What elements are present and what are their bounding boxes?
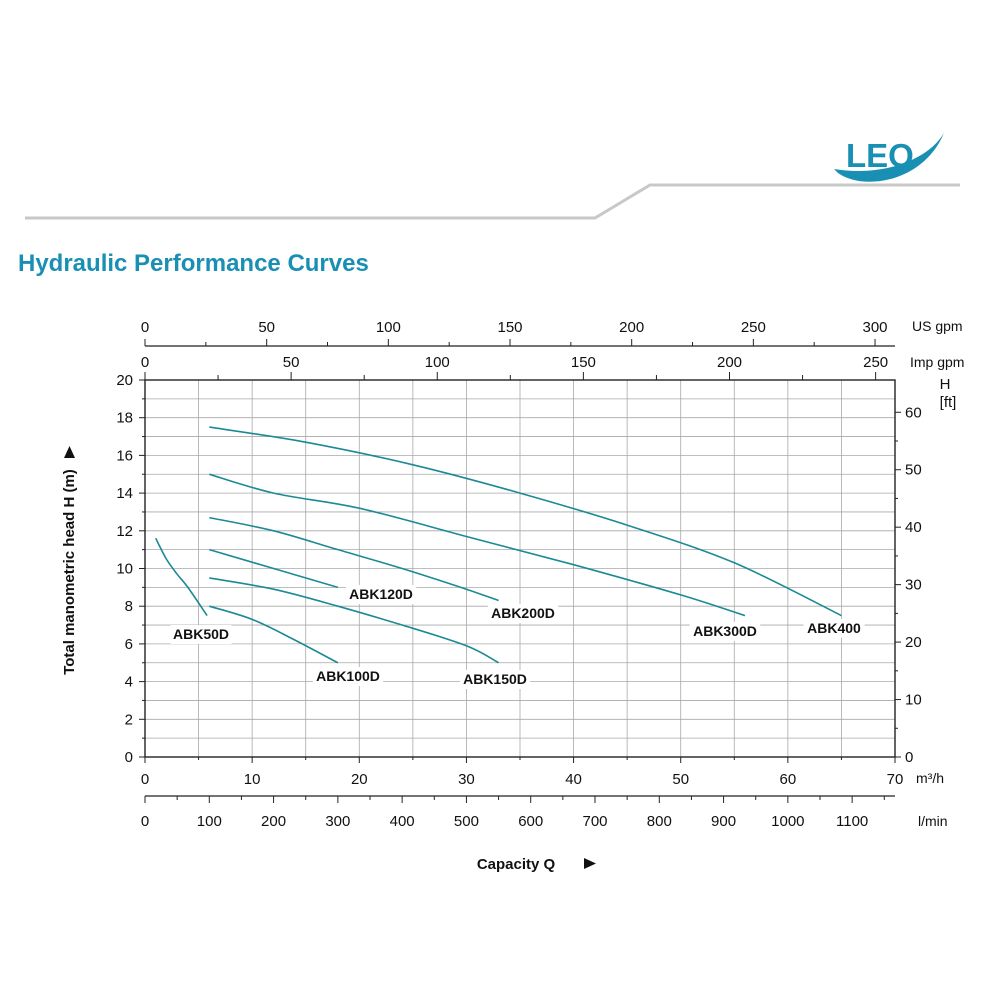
y-tick-label: 4 <box>125 674 133 691</box>
x-impgpm-tick-label: 0 <box>141 354 149 371</box>
x-impgpm-tick-label: 150 <box>571 354 596 371</box>
y-ft-tick-label: 10 <box>905 692 922 709</box>
x-impgpm-tick-label: 50 <box>283 354 300 371</box>
header-decorative-line <box>25 183 960 220</box>
x-lmin-tick-label: 500 <box>454 813 479 830</box>
x-tick-label: 20 <box>351 771 368 788</box>
x-unit-usgpm: US gpm <box>912 318 963 334</box>
y-tick-label: 12 <box>116 523 133 540</box>
x-lmin-tick-label: 400 <box>390 813 415 830</box>
page-title: Hydraulic Performance Curves <box>18 250 369 277</box>
y-ft-unit-ft: [ft] <box>940 394 957 411</box>
x-tick-label: 30 <box>458 771 475 788</box>
x-usgpm-tick-label: 200 <box>619 319 644 336</box>
x-tick-label: 70 <box>887 771 904 788</box>
y-ft-tick-label: 50 <box>905 462 922 479</box>
y-tick-label: 14 <box>116 485 133 502</box>
x-lmin-tick-label: 900 <box>711 813 736 830</box>
y-tick-label: 0 <box>125 749 133 766</box>
x-lmin-tick-label: 600 <box>518 813 543 830</box>
x-lmin-tick-label: 100 <box>197 813 222 830</box>
y-ft-tick-label: 0 <box>905 749 913 766</box>
x-unit-lmin: l/min <box>918 813 948 829</box>
x-lmin-tick-label: 0 <box>141 813 149 830</box>
x-axis-arrow-icon <box>584 858 596 869</box>
curve-label-abk400: ABK400 <box>807 620 861 636</box>
y-tick-label: 2 <box>125 711 133 728</box>
y-ft-tick-label: 60 <box>905 404 922 421</box>
x-tick-label: 10 <box>244 771 261 788</box>
chart-grid <box>145 380 895 757</box>
y-axis-arrow-icon <box>64 446 75 458</box>
chart-curves <box>154 426 842 664</box>
x-lmin-tick-label: 1100 <box>836 813 868 830</box>
curve-label-abk150d: ABK150D <box>463 671 527 687</box>
y-ft-tick-label: 20 <box>905 634 922 651</box>
x-lmin-tick-label: 300 <box>325 813 350 830</box>
x-usgpm-tick-label: 50 <box>258 319 275 336</box>
curve-label-abk200d: ABK200D <box>491 605 555 621</box>
x-usgpm-tick-label: 300 <box>863 319 888 336</box>
curve-label-background <box>170 625 232 644</box>
curve-abk150d <box>209 577 499 664</box>
curve-label-background <box>345 585 417 604</box>
x-usgpm-tick-label: 250 <box>741 319 766 336</box>
y-tick-label: 6 <box>125 636 133 653</box>
y-tick-label: 20 <box>116 372 133 389</box>
y-ft-tick-label: 40 <box>905 519 922 536</box>
curve-abk120d <box>209 548 339 589</box>
curve-label-abk50d: ABK50D <box>173 626 229 642</box>
x-lmin-tick-label: 800 <box>647 813 672 830</box>
curve-label-abk120d: ABK120D <box>349 586 413 602</box>
x-lmin-tick-label: 700 <box>582 813 607 830</box>
y-tick-label: 10 <box>116 561 133 578</box>
curve-abk300d <box>209 473 746 617</box>
svg-text:LEO: LEO <box>846 137 914 174</box>
x-unit-impgpm: Imp gpm <box>910 354 964 370</box>
y-tick-label: 8 <box>125 598 133 615</box>
x-tick-label: 60 <box>780 771 797 788</box>
curve-abk100d <box>209 605 339 664</box>
x-axis-title: Capacity Q <box>477 856 556 873</box>
x-usgpm-tick-label: 100 <box>376 319 401 336</box>
x-tick-label: 40 <box>565 771 582 788</box>
x-tick-label: 0 <box>141 771 149 788</box>
curve-label-background <box>803 619 865 638</box>
x-usgpm-tick-label: 150 <box>497 319 522 336</box>
curve-abk200d <box>209 516 499 602</box>
y-ft-tick-label: 30 <box>905 577 922 594</box>
curve-label-background <box>312 667 384 686</box>
y-axis-title: Total manometric head H (m) <box>61 469 78 675</box>
y-tick-label: 16 <box>116 447 133 464</box>
curve-abk400 <box>209 426 842 617</box>
x-lmin-tick-label: 1000 <box>771 813 804 830</box>
x-impgpm-tick-label: 200 <box>717 354 742 371</box>
curve-label-background <box>459 670 531 689</box>
y-tick-label: 18 <box>116 410 133 427</box>
x-impgpm-tick-label: 100 <box>425 354 450 371</box>
x-lmin-tick-label: 200 <box>261 813 286 830</box>
y-ft-unit-h: H <box>940 376 951 393</box>
x-unit-m3h: m³/h <box>916 770 944 786</box>
x-impgpm-tick-label: 250 <box>863 354 888 371</box>
curve-label-background <box>689 622 761 641</box>
curve-label-abk100d: ABK100D <box>316 668 380 684</box>
x-usgpm-tick-label: 0 <box>141 319 149 336</box>
curve-label-abk300d: ABK300D <box>693 623 757 639</box>
curve-abk50d <box>154 537 208 617</box>
chart-labels: Capacity Q Total manometric head H (m) ABK… <box>61 446 865 873</box>
curve-label-background <box>487 604 559 623</box>
x-tick-label: 50 <box>672 771 689 788</box>
leo-logo: LEO <box>834 133 944 182</box>
